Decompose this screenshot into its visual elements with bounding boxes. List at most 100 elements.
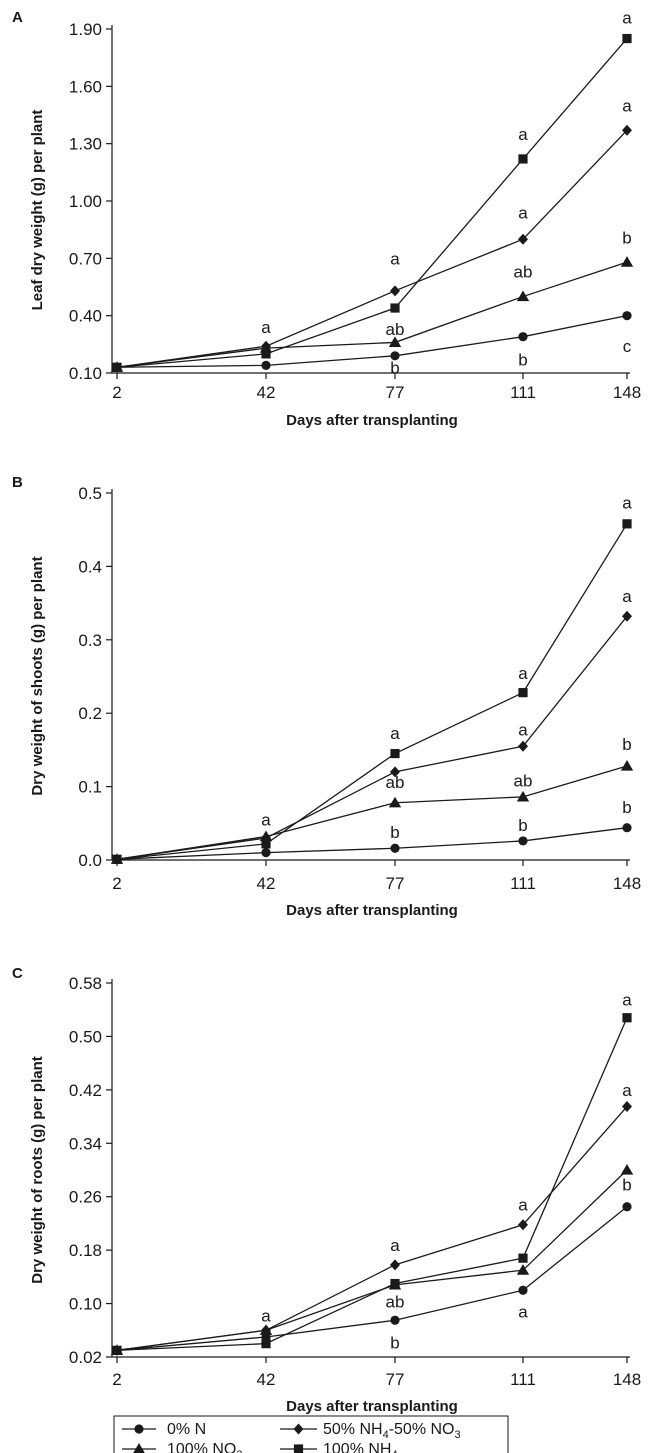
- significance-label: b: [622, 1176, 631, 1195]
- y-tick-label: 0.1: [78, 778, 102, 797]
- panel-label: C: [12, 965, 23, 982]
- significance-label: b: [622, 735, 631, 754]
- data-point-diamond: [622, 124, 632, 136]
- series-diamond: [112, 610, 632, 865]
- significance-label: a: [622, 991, 632, 1010]
- significance-label: b: [390, 358, 399, 377]
- y-tick-label: 0.2: [78, 704, 102, 723]
- y-tick-label: 0.40: [69, 307, 102, 326]
- data-point-diamond: [622, 1101, 632, 1113]
- legend-label: 100% NH4: [323, 1441, 398, 1453]
- legend-item-diamond: 50% NH4-50% NO3: [280, 1421, 461, 1441]
- series-triangle: [110, 1164, 634, 1355]
- y-tick-label: 0.10: [69, 364, 102, 383]
- legend-box: [113, 1415, 509, 1453]
- x-tick-label: 148: [613, 874, 641, 893]
- series-line: [116, 261, 628, 368]
- data-point-diamond: [518, 233, 528, 245]
- data-point-square: [390, 748, 400, 759]
- x-tick-label: 2: [112, 874, 121, 893]
- series-square: [112, 33, 632, 372]
- data-point-diamond: [390, 1259, 400, 1271]
- series-line: [116, 1206, 628, 1351]
- x-tick-label: 77: [386, 874, 405, 893]
- significance-label: ab: [386, 773, 405, 792]
- data-point-diamond: [390, 766, 400, 778]
- data-point-triangle: [620, 760, 634, 771]
- series-line: [116, 1106, 628, 1351]
- legend-label: 0% N: [167, 1421, 206, 1438]
- significance-label: a: [518, 1303, 528, 1322]
- data-point-triangle: [388, 796, 402, 808]
- y-tick-label: 0.42: [69, 1081, 102, 1100]
- significance-label: a: [390, 249, 400, 268]
- y-tick-label: 0.4: [78, 557, 102, 576]
- significance-label: b: [622, 228, 631, 247]
- x-tick-label: 2: [112, 383, 121, 402]
- series-line: [116, 1017, 628, 1351]
- x-tick-label: 42: [257, 874, 276, 893]
- data-point-circle: [390, 1315, 400, 1325]
- data-point-square: [622, 519, 632, 529]
- data-point-square: [390, 303, 400, 313]
- y-tick-label: 0.02: [69, 1348, 102, 1367]
- significance-label: a: [390, 1236, 400, 1255]
- legend-marker-triangle: [133, 1443, 145, 1453]
- legend-label-part: 0% N: [167, 1421, 206, 1438]
- x-axis-title: Days after transplanting: [286, 412, 458, 429]
- data-point-triangle: [259, 830, 273, 842]
- significance-label: a: [390, 724, 400, 743]
- legend-label-part: -50% NO: [389, 1421, 455, 1438]
- data-point-triangle: [620, 256, 634, 267]
- data-point-square: [112, 1345, 122, 1355]
- significance-label: a: [261, 1307, 271, 1326]
- data-point-triangle: [259, 1324, 273, 1335]
- data-point-triangle: [516, 1264, 530, 1275]
- x-tick-label: 77: [386, 1370, 405, 1389]
- chart-panel-a: A 0.10 0.40 0.70 1.00 1.30 1.60 1.90 2 42 77 111 148…: [12, 9, 641, 429]
- y-axis-title: Leaf dry weight (g) per plant: [29, 110, 46, 311]
- data-point-circle: [518, 332, 528, 342]
- significance-label: ab: [514, 263, 533, 282]
- x-tick-label: 148: [613, 383, 641, 402]
- legend-marker-diamond: [293, 1423, 304, 1435]
- significance-label: ab: [386, 320, 405, 339]
- data-point-circle: [622, 311, 632, 321]
- x-axis-title: Days after transplanting: [286, 902, 458, 919]
- significance-label: a: [261, 811, 271, 830]
- legend-item-square: 100% NH4: [280, 1441, 398, 1453]
- y-tick-label: 0.26: [69, 1188, 102, 1207]
- legend-subscript: 3: [236, 1449, 242, 1453]
- legend-subscript: 3: [455, 1429, 461, 1441]
- significance-label: a: [622, 587, 632, 606]
- data-point-circle: [518, 836, 528, 846]
- chart-panel-b: B 0.0 0.1 0.2 0.3 0.4 0.5 2 42 77 111 148 Days after…: [12, 474, 641, 919]
- significance-label: ab: [386, 1293, 405, 1312]
- x-tick-label: 42: [257, 1370, 276, 1389]
- y-axis-title: Dry weight of shoots (g) per plant: [29, 556, 46, 795]
- significance-label: c: [623, 337, 632, 356]
- legend-marker-circle: [134, 1424, 144, 1434]
- x-tick-label: 148: [613, 1370, 641, 1389]
- y-tick-label: 1.00: [69, 192, 102, 211]
- significance-label: a: [518, 125, 528, 144]
- data-point-circle: [261, 360, 271, 370]
- data-point-triangle: [516, 790, 530, 802]
- data-point-square: [261, 839, 271, 849]
- legend-subscript: 4: [383, 1429, 389, 1441]
- data-point-circle: [261, 848, 271, 858]
- x-tick-label: 111: [510, 874, 536, 893]
- significance-label: b: [622, 798, 631, 817]
- series-line: [116, 615, 628, 860]
- y-tick-label: 0.34: [69, 1134, 102, 1153]
- data-point-diamond: [390, 285, 400, 297]
- legend-label: 50% NH4-50% NO3: [323, 1421, 461, 1441]
- y-axis-title: Dry weight of roots (g) per plant: [29, 1056, 46, 1284]
- series-circle: [112, 823, 632, 864]
- data-point-square: [261, 349, 271, 359]
- y-tick-label: 0.10: [69, 1295, 102, 1314]
- y-tick-label: 0.70: [69, 249, 102, 268]
- series-line: [116, 827, 628, 860]
- x-axis-title: Days after transplanting: [286, 1398, 458, 1415]
